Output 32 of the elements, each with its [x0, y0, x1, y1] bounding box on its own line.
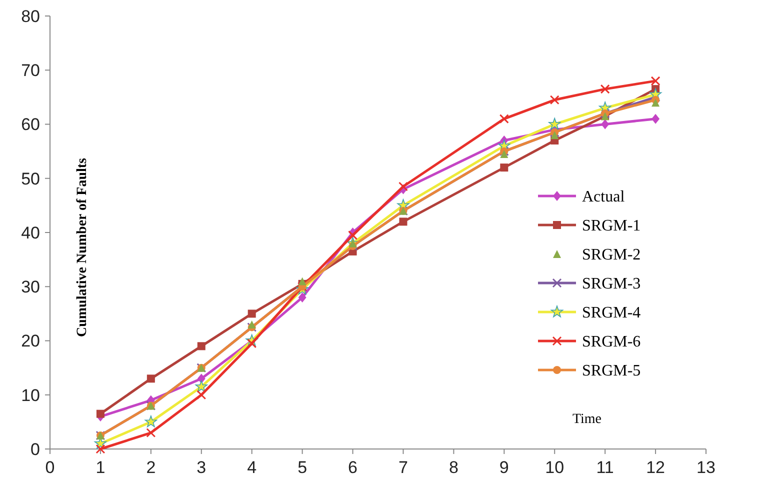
legend-label: SRGM-5	[582, 362, 641, 380]
y-tick-label: 80	[21, 6, 40, 26]
x-tick-label: 10	[545, 458, 564, 477]
x-tick-label: 2	[146, 458, 156, 477]
x-tick-label: 5	[298, 458, 308, 477]
x-tick-label: 12	[646, 458, 665, 477]
y-tick-label: 70	[21, 61, 40, 80]
legend-label: Actual	[582, 188, 626, 206]
x-tick-label: 0	[45, 458, 55, 477]
x-tick-label: 11	[596, 458, 614, 477]
y-tick-label: 40	[21, 223, 40, 242]
y-tick-label: 60	[21, 115, 40, 134]
legend-label: SRGM-3	[582, 276, 641, 293]
x-tick-label: 3	[196, 458, 206, 477]
x-tick-label: 9	[499, 458, 509, 477]
legend-label: SRGM-4	[582, 304, 641, 322]
legend-label: SRGM-6	[582, 334, 641, 351]
legend-label: SRGM-2	[582, 246, 641, 264]
x-tick-label: 1	[96, 458, 106, 477]
y-tick-label: 50	[21, 169, 40, 188]
x-tick-label: 6	[348, 458, 358, 477]
y-tick-label: 30	[21, 278, 40, 297]
x-tick-label: 7	[398, 458, 408, 477]
x-tick-label: 13	[696, 458, 716, 477]
y-axis-title: Cumulative Number of Faults	[75, 157, 90, 338]
y-tick-label: 0	[30, 440, 40, 459]
x-tick-label: 4	[247, 458, 257, 477]
y-tick-label: 20	[21, 332, 40, 351]
x-tick-label: 8	[448, 458, 458, 477]
legend-label: SRGM-1	[582, 218, 641, 235]
x-axis-title: Time	[572, 412, 602, 427]
y-tick-label: 10	[21, 386, 40, 405]
